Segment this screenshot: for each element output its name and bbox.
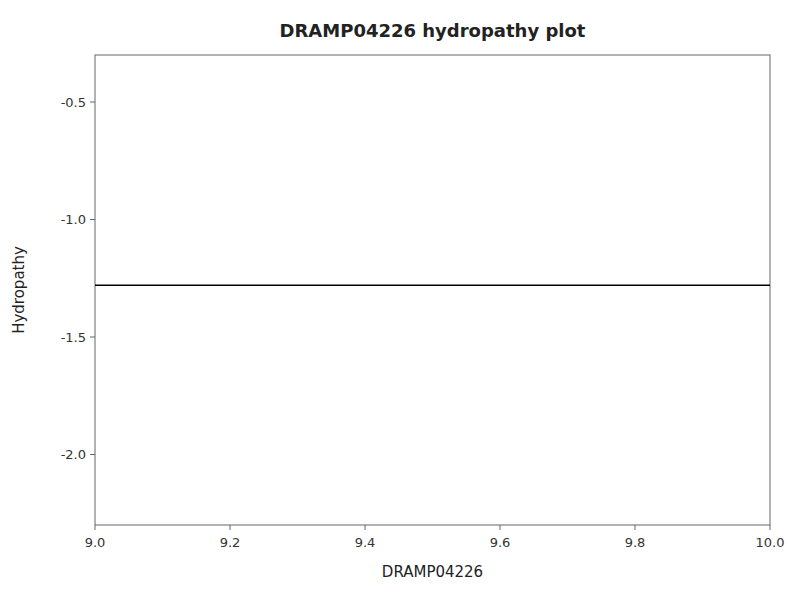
x-tick-label: 9.2 (220, 535, 241, 550)
x-tick (500, 525, 501, 530)
x-tick (365, 525, 366, 530)
y-tick (90, 454, 95, 455)
x-axis-label: DRAMP04226 (382, 563, 483, 581)
x-tick-label: 9.6 (490, 535, 511, 550)
chart-container: 9.0 9.2 9.4 9.6 9.8 10.0 -2.0 -1.5 -1.0 -0.5 DRAMP… (0, 0, 800, 600)
plot-frame (95, 55, 770, 525)
x-tick (770, 525, 771, 530)
y-tick-label: -0.5 (61, 95, 86, 110)
y-axis-label: Hydropathy (10, 246, 28, 334)
y-tick-label: -1.5 (61, 330, 86, 345)
chart-svg: 9.0 9.2 9.4 9.6 9.8 10.0 -2.0 -1.5 -1.0 -0.5 DRAMP… (0, 0, 800, 600)
x-tick (230, 525, 231, 530)
axes: 9.0 9.2 9.4 9.6 9.8 10.0 -2.0 -1.5 -1.0 -0.5 (61, 95, 785, 551)
y-tick-label: -2.0 (61, 447, 86, 462)
x-tick-label: 9.8 (625, 535, 646, 550)
data-layer (95, 285, 770, 286)
horizontal-line (95, 285, 770, 287)
page: {"chart_data": {"type": "hline", "title"… (0, 0, 800, 600)
x-tick-label: 9.0 (85, 535, 106, 550)
x-tick-label: 10.0 (756, 535, 785, 550)
y-tick (90, 102, 95, 103)
y-tick (90, 337, 95, 338)
x-tick-label: 9.4 (355, 535, 376, 550)
x-tick (95, 525, 96, 530)
y-tick (90, 219, 95, 220)
chart-title: DRAMP04226 hydropathy plot (280, 20, 586, 41)
x-tick (635, 525, 636, 530)
y-tick-label: -1.0 (61, 212, 86, 227)
